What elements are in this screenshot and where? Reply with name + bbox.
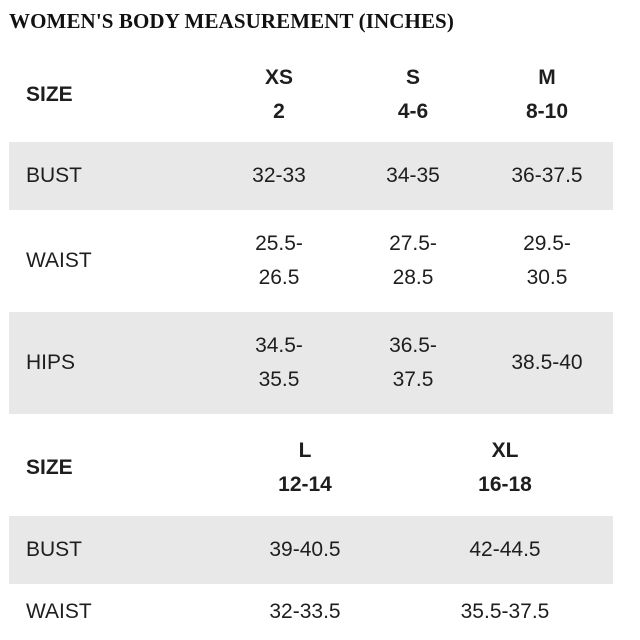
measurement-cell: 25.5- 26.5 [235,210,323,312]
measurement-value: 38.5-40 [511,351,583,374]
measurement-value-line1: 27.5- [389,232,437,255]
measurement-cell: 39-40.5 [245,516,365,584]
measurement-cell: 42-44.5 [435,516,575,584]
measurement-cell: 32-33 [235,142,323,210]
table2-row-bust: BUST 39-40.5 42-44.5 [9,516,613,584]
table2-row-waist: WAIST 32-33.5 35.5-37.5 [9,584,613,640]
measurement-value: 39-40.5 [269,538,341,561]
measurement-value-line2: 37.5 [392,368,434,391]
measurement-value-line1: 29.5- [523,232,571,255]
size-number: 12-14 [278,473,332,496]
measurement-value-line2: 30.5 [526,266,568,289]
measurement-cell: 35.5-37.5 [435,584,575,640]
table1-header-row: SIZE XS 2 S 4-6 M 8-10 [9,50,613,140]
size-label: SIZE [26,456,73,479]
size-number: 8-10 [525,100,569,123]
size-column-xs: XS 2 [235,50,323,140]
measurement-cell: 29.5- 30.5 [493,210,601,312]
measurement-value-line2: 26.5 [258,266,300,289]
measurement-value: 34-35 [386,164,440,187]
row-label: HIPS [26,351,76,374]
row-label: WAIST [26,249,92,272]
measurement-cell: 36.5- 37.5 [369,312,457,414]
size-letter: S [405,66,420,89]
measurement-value: 32-33 [252,164,306,187]
measurement-cell: 27.5- 28.5 [369,210,457,312]
measurement-cell: 34.5- 35.5 [235,312,323,414]
measurement-cell: 34-35 [369,142,457,210]
size-number: 4-6 [397,100,429,123]
table2-header-row: SIZE L 12-14 XL 16-18 [9,424,613,512]
measurement-cell: 36-37.5 [493,142,601,210]
size-column-m: M 8-10 [493,50,601,140]
table1-row-hips: HIPS 34.5- 35.5 36.5- 37.5 38.5-40 [9,312,613,414]
measurement-value: 42-44.5 [469,538,541,561]
size-column-xl: XL 16-18 [435,424,575,512]
measurement-value-line1: 25.5- [255,232,303,255]
measurement-value-line2: 35.5 [258,368,300,391]
measurement-cell: 38.5-40 [493,312,601,414]
row-label: BUST [26,538,83,561]
table1-row-bust: BUST 32-33 34-35 36-37.5 [9,142,613,210]
page-title: WOMEN'S BODY MEASUREMENT (INCHES) [9,9,454,33]
row-label: WAIST [26,600,92,623]
row-label: BUST [26,164,83,187]
size-letter: XS [264,66,293,89]
size-label: SIZE [26,83,73,106]
measurement-value: 35.5-37.5 [460,600,550,623]
measurement-value-line2: 28.5 [392,266,434,289]
measurement-value-line1: 34.5- [255,334,303,357]
measurement-value: 32-33.5 [269,600,341,623]
measurement-value: 36-37.5 [511,164,583,187]
measurement-value-line1: 36.5- [389,334,437,357]
size-number: 16-18 [478,473,532,496]
size-column-s: S 4-6 [369,50,457,140]
measurement-cell: 32-33.5 [245,584,365,640]
table1-row-waist: WAIST 25.5- 26.5 27.5- 28.5 29.5- 30.5 [9,210,613,312]
size-letter: L [298,439,312,462]
size-number: 2 [273,100,285,123]
size-letter: XL [491,439,519,462]
size-column-l: L 12-14 [245,424,365,512]
size-letter: M [538,66,556,89]
